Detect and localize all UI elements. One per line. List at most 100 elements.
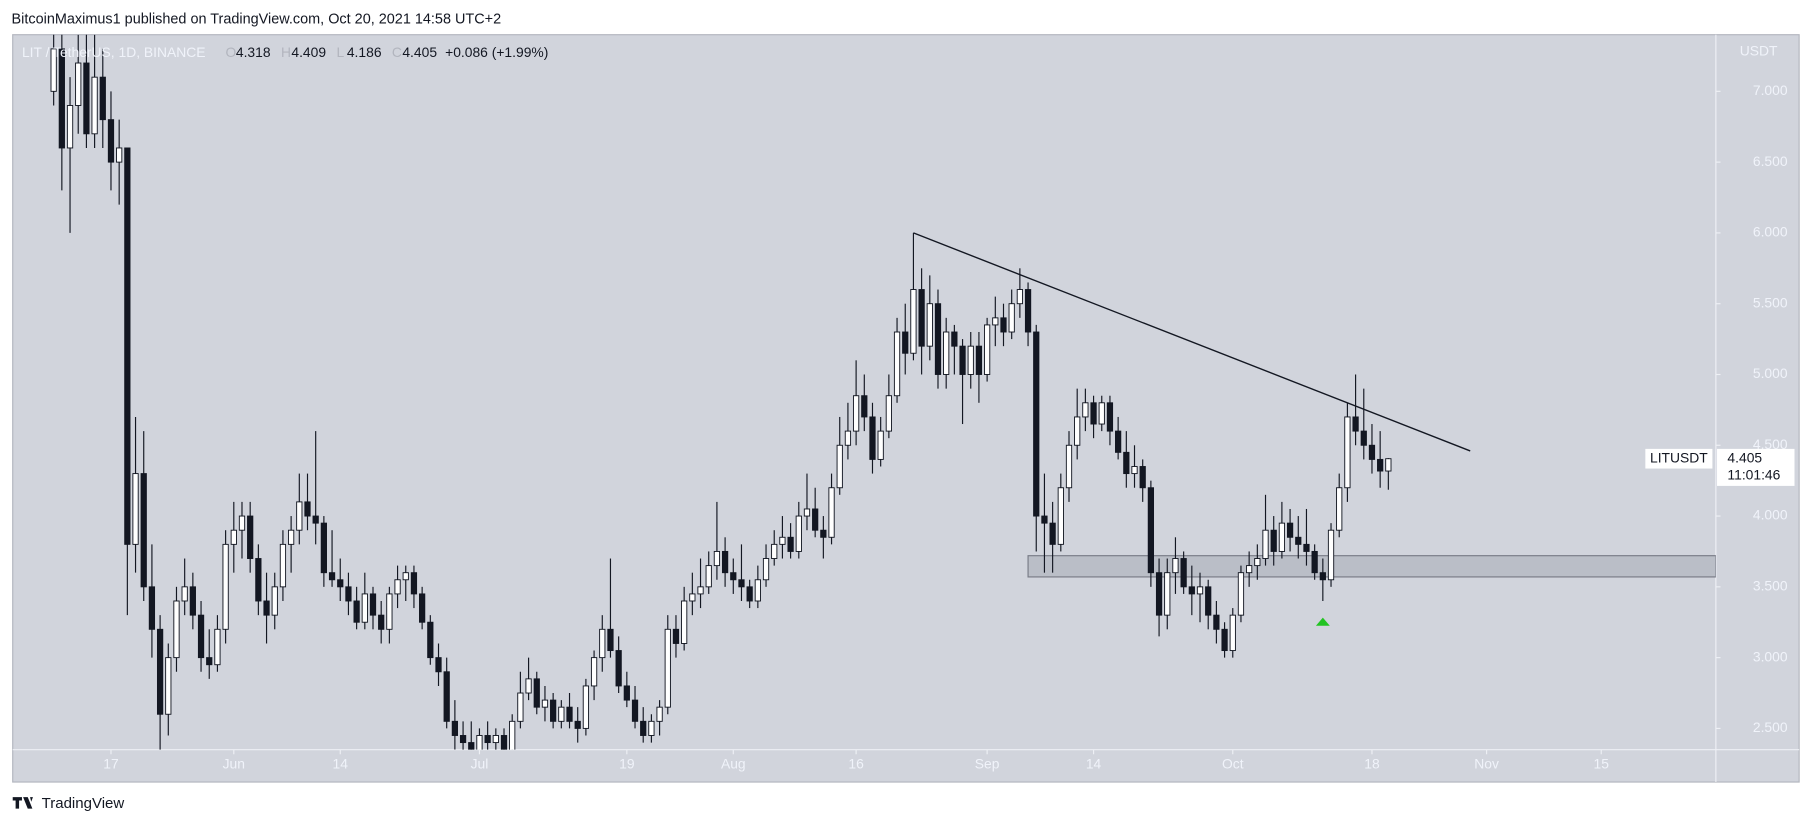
candle-body <box>378 614 385 630</box>
candle-body <box>992 317 999 326</box>
candle-body <box>247 515 254 559</box>
candle-body <box>1385 458 1392 472</box>
candle-body <box>148 586 156 630</box>
candle-body <box>803 508 811 517</box>
candle-body <box>541 699 549 708</box>
candle-body <box>640 720 647 736</box>
legend-field: H <box>281 44 291 60</box>
legend-value: 4.186 <box>347 44 382 60</box>
candle-body <box>279 543 287 588</box>
candle-body <box>828 487 835 538</box>
candle-body <box>1278 522 1286 552</box>
candle-body <box>599 628 606 659</box>
candle-body <box>1303 543 1310 552</box>
candle-body <box>156 628 164 715</box>
candle-body <box>1074 416 1081 446</box>
candle-body <box>1090 402 1097 425</box>
candle-body <box>590 657 598 687</box>
candle-body <box>664 628 671 708</box>
legend: LIT / TetherUS, 1D, BINANCE O 4.318 H 4.409 L… <box>22 44 548 60</box>
candle-body <box>197 614 205 659</box>
candle-body <box>885 395 892 432</box>
candle-body <box>484 735 491 744</box>
legend-value: 4.318 <box>236 44 271 60</box>
candle-body <box>1368 444 1376 460</box>
candle-body <box>861 395 868 418</box>
candle-body <box>713 550 721 567</box>
y-tick-label: 5.500 <box>1753 294 1788 310</box>
countdown: 11:01:46 <box>1727 467 1780 483</box>
candle-body <box>476 735 483 750</box>
candle-body <box>893 331 901 397</box>
legend-value: 4.405 <box>402 44 437 60</box>
candle-body <box>1286 522 1294 538</box>
candle-body <box>1188 586 1195 595</box>
candle-body <box>50 48 57 92</box>
candle-body <box>1139 466 1146 489</box>
candle-body <box>877 430 884 460</box>
x-tick-label: 17 <box>103 755 119 771</box>
candle-body <box>1377 458 1384 472</box>
candle-body <box>328 572 336 581</box>
candle-body <box>656 706 663 722</box>
candle-body <box>124 147 131 545</box>
candle-body <box>771 543 778 559</box>
candle-body <box>730 572 737 581</box>
candle-body <box>296 501 303 531</box>
candle-body <box>1229 614 1236 652</box>
candle-body <box>394 579 401 595</box>
arrow-marker <box>1315 617 1330 626</box>
candle-body <box>1237 572 1245 616</box>
candle-body <box>795 515 802 552</box>
candle-body <box>943 331 950 375</box>
candle-body <box>550 699 557 722</box>
logo <box>12 797 33 809</box>
candle-body <box>852 395 860 432</box>
candle-body <box>222 543 229 630</box>
candle-body <box>427 621 434 659</box>
candle-body <box>181 586 188 602</box>
candle-body <box>1049 522 1056 545</box>
candle-body <box>91 76 98 135</box>
candle-body <box>320 522 327 574</box>
y-tick-label: 3.000 <box>1753 648 1788 664</box>
candle-body <box>271 586 278 616</box>
candle-body <box>1344 416 1351 489</box>
candle-body <box>1016 289 1023 305</box>
candle-body <box>1041 515 1048 524</box>
candle-body <box>787 536 794 552</box>
candle-body <box>525 678 532 694</box>
candle-body <box>410 572 418 595</box>
ticker-box <box>1645 448 1713 469</box>
candle-body <box>934 303 942 375</box>
candle-body <box>1196 586 1204 595</box>
x-tick-label: 15 <box>1594 755 1610 771</box>
candle-body <box>983 324 991 375</box>
price-label: LITUSDT 4.405 11:01:46 <box>1645 448 1795 486</box>
candle-body <box>1319 572 1326 581</box>
candle-body <box>844 430 852 446</box>
y-tick-label: 5.000 <box>1753 365 1788 381</box>
x-tick-label: Aug <box>721 755 746 771</box>
candle-body <box>1131 466 1138 475</box>
axes: 2.500 3.000 3.500 4.000 4.500 5.000 5.500 6.000… <box>103 82 1788 771</box>
published-note: BitcoinMaximus1 published on TradingView… <box>12 11 502 27</box>
candle-body <box>337 579 344 588</box>
candle-body <box>1033 331 1040 517</box>
candle-body <box>75 62 82 106</box>
candle-body <box>623 685 630 701</box>
y-tick-label: 2.500 <box>1753 719 1788 735</box>
candle-body <box>263 600 270 616</box>
ticker-name: LITUSDT <box>1650 449 1708 465</box>
candle-body <box>255 558 262 602</box>
candle-body <box>99 76 106 121</box>
y-tick-label: 7.000 <box>1753 82 1788 98</box>
candle-body <box>83 62 90 135</box>
candle-body <box>631 699 639 722</box>
support-zone <box>1027 555 1716 578</box>
candle-body <box>1352 416 1359 432</box>
candle-body <box>173 600 180 659</box>
candle-body <box>1147 487 1155 574</box>
candle-body <box>1082 402 1089 418</box>
x-tick-label: Oct <box>1222 755 1244 771</box>
